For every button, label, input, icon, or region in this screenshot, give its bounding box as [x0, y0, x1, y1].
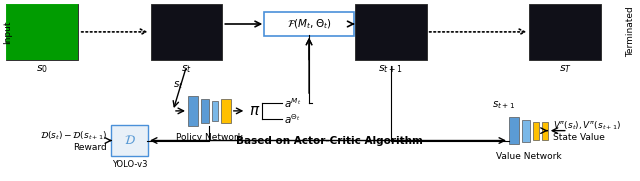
FancyBboxPatch shape [221, 98, 231, 123]
Text: $a^{M_t}$: $a^{M_t}$ [284, 96, 301, 110]
Text: $s_T$: $s_T$ [559, 64, 572, 75]
Text: Based on Actor-Critic Algorithm: Based on Actor-Critic Algorithm [236, 136, 422, 146]
Text: $s_{t+1}$: $s_{t+1}$ [492, 99, 516, 111]
FancyBboxPatch shape [6, 4, 78, 60]
Bar [6, 4, 78, 60]
Text: $V^{\pi}(s_t), V^{\pi}(s_{t+1})$
State Value: $V^{\pi}(s_t), V^{\pi}(s_{t+1})$ State V… [553, 119, 621, 142]
Text: Policy Network: Policy Network [176, 133, 243, 142]
FancyBboxPatch shape [355, 4, 427, 60]
Text: Input: Input [3, 20, 12, 44]
FancyBboxPatch shape [212, 101, 218, 121]
FancyBboxPatch shape [188, 96, 198, 126]
FancyBboxPatch shape [6, 4, 78, 60]
Text: $a^{\Theta_t}$: $a^{\Theta_t}$ [284, 112, 301, 126]
FancyBboxPatch shape [150, 4, 222, 60]
FancyBboxPatch shape [533, 122, 539, 140]
FancyBboxPatch shape [264, 12, 354, 36]
FancyBboxPatch shape [542, 122, 548, 140]
Text: $\pi$: $\pi$ [248, 103, 260, 118]
Text: $s_t$: $s_t$ [181, 64, 192, 75]
FancyBboxPatch shape [201, 98, 209, 123]
FancyBboxPatch shape [529, 4, 601, 60]
Text: $s_0$: $s_0$ [36, 64, 48, 75]
FancyBboxPatch shape [522, 120, 530, 142]
Text: $\mathcal{F}(M_t, \Theta_t)$: $\mathcal{F}(M_t, \Theta_t)$ [287, 17, 332, 31]
Text: $\mathcal{D}$: $\mathcal{D}$ [124, 134, 136, 147]
FancyBboxPatch shape [509, 117, 519, 144]
Text: Terminated: Terminated [626, 7, 635, 57]
Text: $s_t$: $s_t$ [173, 79, 183, 91]
Text: $s_{t+1}$: $s_{t+1}$ [378, 64, 403, 75]
Text: Value Network: Value Network [495, 152, 561, 161]
Text: YOLO-v3: YOLO-v3 [112, 160, 147, 169]
FancyBboxPatch shape [111, 125, 148, 156]
Text: $\mathcal{D}(s_t) - \mathcal{D}(s_{t+1})$
Reward: $\mathcal{D}(s_t) - \mathcal{D}(s_{t+1})… [40, 129, 107, 152]
